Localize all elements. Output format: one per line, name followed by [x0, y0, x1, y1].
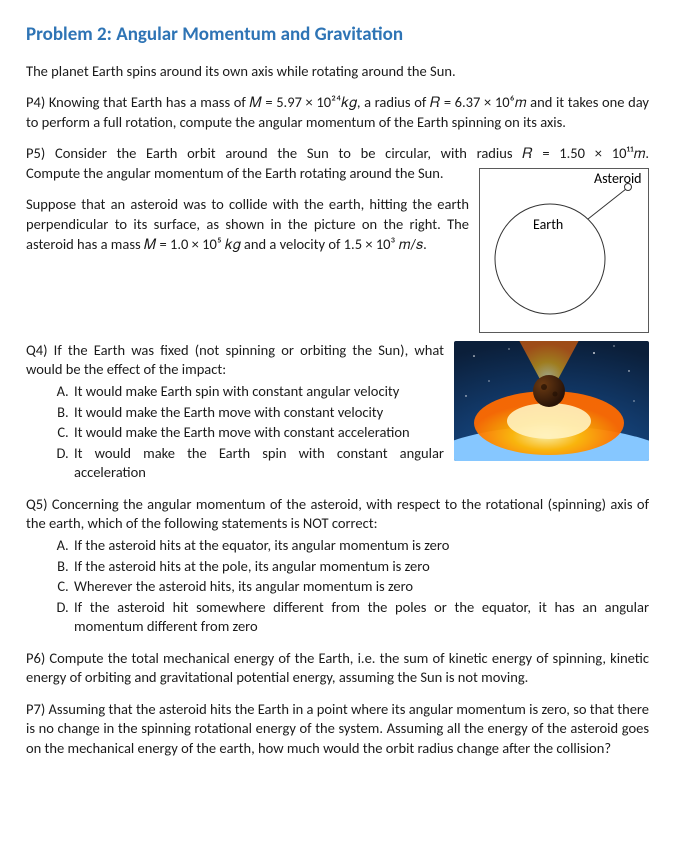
- earth-asteroid-diagram: Earth Asteroid: [479, 168, 649, 333]
- earth-label: Earth: [533, 216, 563, 233]
- diagram-svg: Earth Asteroid: [480, 169, 648, 332]
- impact-illustration: [454, 341, 649, 461]
- q5-option-a: If the asteroid hits at the equator, its…: [72, 536, 649, 556]
- p6-text: P6) Compute the total mechanical energy …: [26, 649, 649, 688]
- p5-line1: P5) Consider the Earth orbit around the …: [26, 144, 649, 164]
- page-title: Problem 2: Angular Momentum and Gravitat…: [26, 22, 649, 48]
- asteroid-label: Asteroid: [594, 170, 642, 187]
- asteroid-trajectory-line: [588, 189, 626, 219]
- q5-option-c: Wherever the asteroid hits, its angular …: [72, 577, 649, 597]
- q5-option-b: If the asteroid hits at the pole, its an…: [72, 557, 649, 577]
- q5-option-d: If the asteroid hit somewhere different …: [72, 598, 649, 637]
- p4-text: P4) Knowing that Earth has a mass of 𝑀 =…: [26, 93, 649, 132]
- q5-stem: Q5) Concerning the angular momentum of t…: [26, 495, 649, 534]
- impact-core: [507, 403, 591, 439]
- intro-text: The planet Earth spins around its own ax…: [26, 62, 649, 82]
- q5-options: If the asteroid hits at the equator, its…: [26, 536, 649, 637]
- p7-text: P7) Assuming that the asteroid hits the …: [26, 700, 649, 759]
- asteroid-rock: [533, 375, 565, 407]
